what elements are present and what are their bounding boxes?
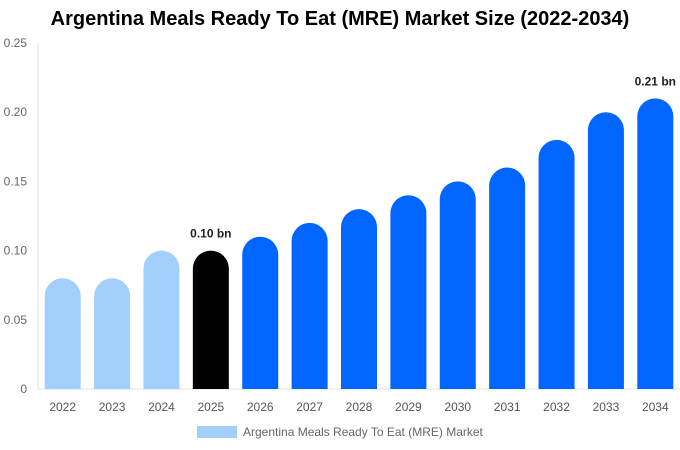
bar-2025: [192, 250, 229, 389]
x-tick-label: 2028: [346, 400, 373, 414]
chart-title: Argentina Meals Ready To Eat (MRE) Marke…: [50, 8, 630, 30]
legend[interactable]: Argentina Meals Ready To Eat (MRE) Marke…: [197, 425, 483, 439]
bar-2033: [587, 112, 624, 389]
x-tick-label: 2027: [296, 400, 323, 414]
bar-2026: [242, 236, 279, 389]
bar-2032: [538, 139, 575, 389]
x-tick-label: 2033: [593, 400, 620, 414]
x-tick-label: 2031: [494, 400, 521, 414]
y-tick-label: 0.25: [4, 36, 28, 50]
legend-label: Argentina Meals Ready To Eat (MRE) Marke…: [243, 425, 483, 439]
x-tick-label: 2024: [148, 400, 175, 414]
bar-2034: [637, 98, 674, 390]
legend-swatch: [197, 426, 237, 438]
bar-2022: [44, 278, 81, 389]
bar-2030: [439, 181, 476, 389]
x-tick-label: 2022: [49, 400, 76, 414]
bar-2023: [94, 278, 131, 389]
y-tick-label: 0.20: [4, 105, 28, 119]
x-tick-label: 2023: [99, 400, 126, 414]
x-tick-label: 2029: [395, 400, 422, 414]
y-tick-label: 0.10: [4, 244, 28, 258]
bar-2029: [390, 195, 427, 389]
x-tick-label: 2034: [642, 400, 669, 414]
x-tick-label: 2032: [543, 400, 570, 414]
x-tick-label: 2030: [444, 400, 471, 414]
x-tick-label: 2025: [197, 400, 224, 414]
bar-2031: [489, 167, 526, 389]
y-tick-label: 0: [20, 382, 27, 396]
data-label-2034: 0.21 bn: [635, 74, 676, 88]
y-tick-label: 0.05: [4, 313, 28, 327]
data-label-2025: 0.10 bn: [190, 227, 231, 241]
x-tick-label: 2026: [247, 400, 274, 414]
y-tick-label: 0.15: [4, 174, 28, 188]
bar-2024: [143, 250, 180, 389]
bar-2028: [341, 209, 377, 389]
bar-2027: [291, 222, 328, 389]
